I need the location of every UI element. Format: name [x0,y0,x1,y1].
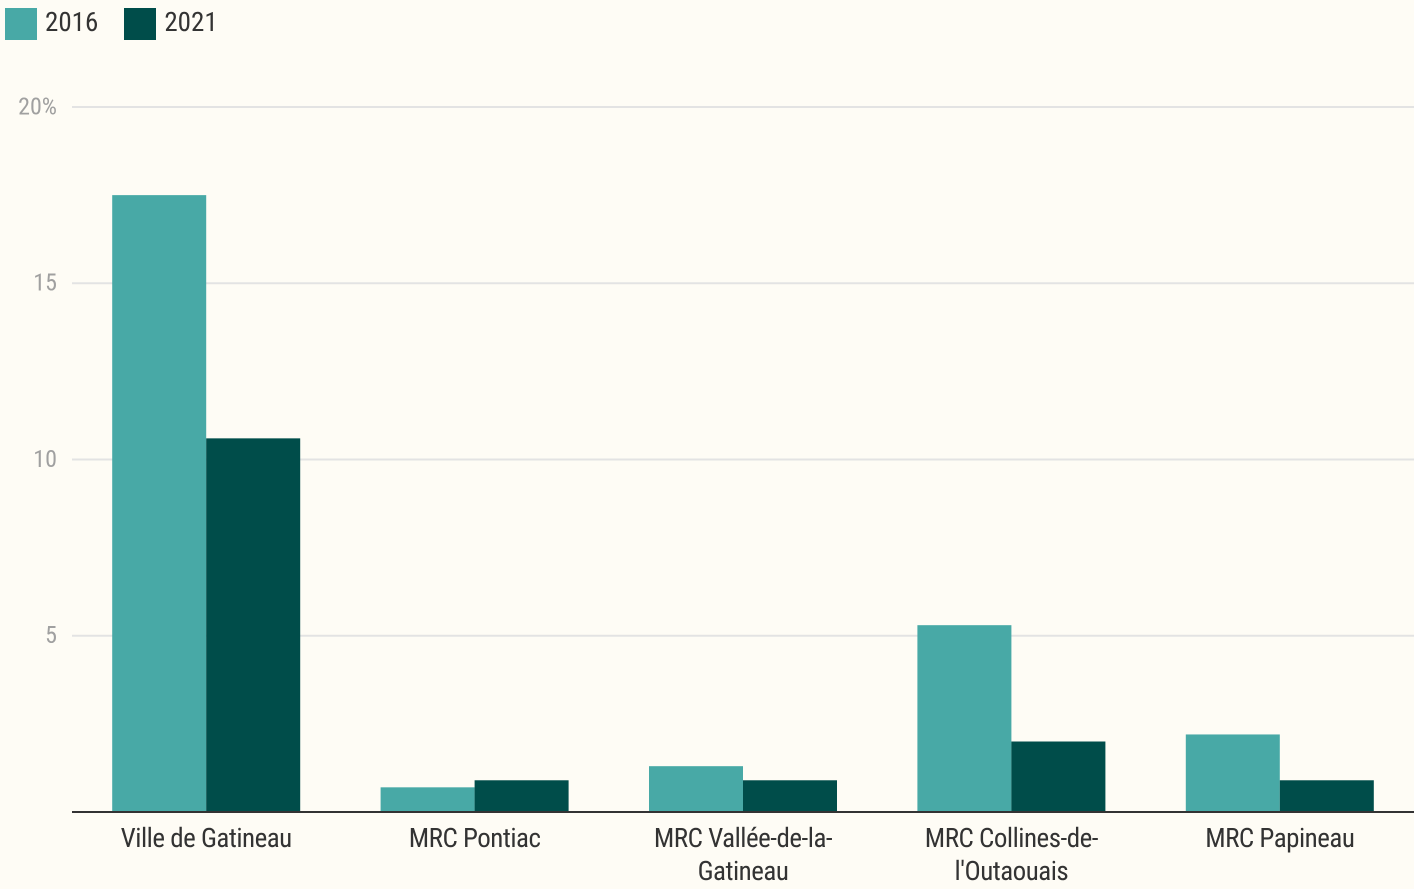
bar [380,787,475,812]
bar [206,438,301,812]
bar [917,625,1012,812]
x-tick-label: MRC Pontiac [408,822,541,854]
legend-label: 2021 [164,6,218,38]
y-tick-label: 20% [18,92,57,120]
bar [1279,780,1374,812]
bar [743,780,837,812]
legend-label: 2016 [45,6,99,38]
bar [649,766,743,812]
y-tick-label: 10 [33,445,57,473]
bar [474,780,569,812]
x-tick-label: MRC Vallée-de-la-Gatineau [653,822,833,887]
y-tick-label: 15 [33,269,57,297]
bar [112,195,207,812]
y-tick-label: 5 [45,621,57,649]
x-tick-label: Ville de Gatineau [120,822,293,854]
x-tick-label: MRC Collines-de-l'Outaouais [924,822,1099,887]
bar [1185,734,1280,812]
legend-swatch [5,8,37,40]
legend-swatch [124,8,157,40]
bar [1011,741,1106,812]
x-tick-label: MRC Papineau [1205,822,1355,854]
